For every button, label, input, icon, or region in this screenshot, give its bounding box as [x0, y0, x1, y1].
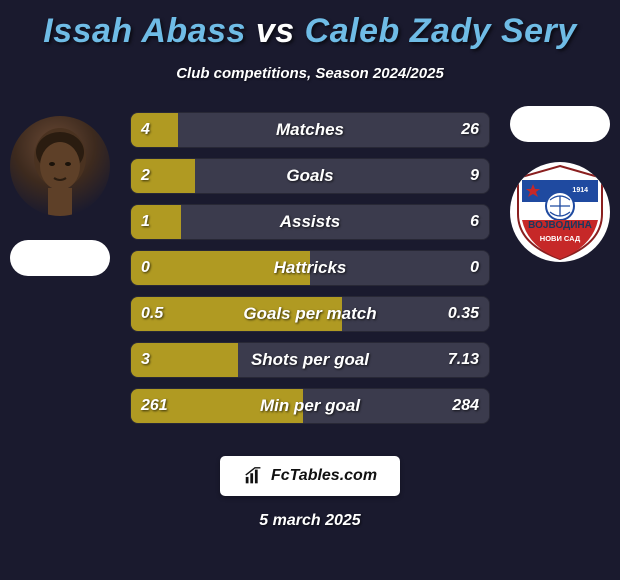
comparison-title: Issah Abass vs Caleb Zady Sery [43, 12, 576, 51]
svg-text:ВОЈВОДИНА: ВОЈВОДИНА [528, 220, 592, 231]
badge-bottom-text: НОВИ САД [540, 234, 581, 243]
stat-bars: 426Matches29Goals16Assists00Hattricks0.5… [130, 112, 490, 424]
stat-right-fill [181, 205, 489, 239]
stat-row: 261284Min per goal [130, 388, 490, 424]
stat-row: 00Hattricks [130, 250, 490, 286]
stat-left-value: 261 [141, 389, 168, 423]
stat-row: 426Matches [130, 112, 490, 148]
player2-club-badge: 1914 ВОЈВОДИНА НОВИ САД ВОЈВОДИНА [510, 162, 610, 262]
stat-row: 29Goals [130, 158, 490, 194]
chart-area: 1914 ВОЈВОДИНА НОВИ САД ВОЈВОДИНА 426Mat… [10, 106, 610, 572]
stat-left-fill [131, 205, 181, 239]
player1-club-pill [10, 240, 110, 276]
player1-name: Issah Abass [43, 12, 246, 50]
player2-club-pill [510, 106, 610, 142]
stat-row: 37.13Shots per goal [130, 342, 490, 378]
stat-left-value: 3 [141, 343, 150, 377]
source-text: FcTables.com [271, 467, 377, 485]
stat-right-value: 6 [470, 205, 479, 239]
stat-left-fill [131, 251, 310, 285]
badge-year: 1914 [572, 187, 588, 194]
footer-date: 5 march 2025 [0, 512, 620, 530]
subtitle: Club competitions, Season 2024/2025 [176, 65, 444, 82]
stat-right-value: 0 [470, 251, 479, 285]
stat-right-fill [178, 113, 489, 147]
stat-right-value: 26 [461, 113, 479, 147]
stat-left-value: 2 [141, 159, 150, 193]
player1-face-placeholder [10, 116, 110, 216]
source-badge[interactable]: FcTables.com [220, 456, 400, 496]
stat-left-value: 4 [141, 113, 150, 147]
stat-right-value: 9 [470, 159, 479, 193]
stat-left-value: 0 [141, 251, 150, 285]
stat-left-fill [131, 113, 178, 147]
stat-left-value: 0.5 [141, 297, 163, 331]
stat-right-value: 7.13 [448, 343, 479, 377]
stat-right-fill [310, 251, 489, 285]
vojvodina-badge-icon: 1914 ВОЈВОДИНА НОВИ САД ВОЈВОДИНА [510, 162, 610, 262]
vs-separator: vs [256, 12, 295, 50]
stat-right-value: 284 [452, 389, 479, 423]
stat-right-value: 0.35 [448, 297, 479, 331]
chart-icon [243, 465, 265, 487]
stat-row: 16Assists [130, 204, 490, 240]
stat-right-fill [195, 159, 489, 193]
stat-left-value: 1 [141, 205, 150, 239]
player2-name: Caleb Zady Sery [305, 12, 577, 50]
player1-avatar [10, 116, 110, 216]
stat-row: 0.50.35Goals per match [130, 296, 490, 332]
